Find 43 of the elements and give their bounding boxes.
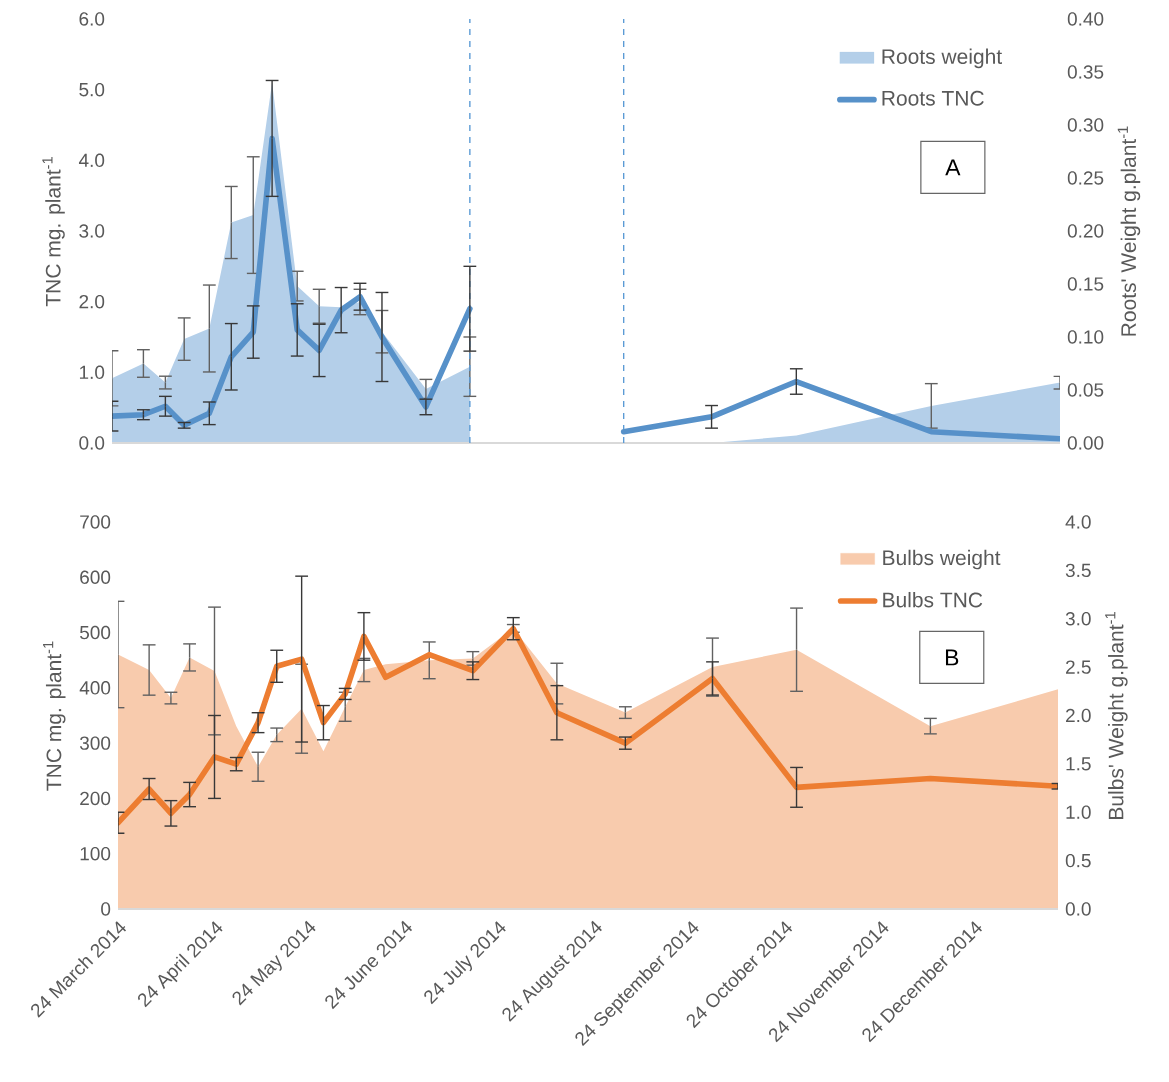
legend-label: Bulbs weight bbox=[883, 549, 1001, 570]
y-axis-title: TNC mg. plant$^{-1}$ bbox=[43, 641, 66, 791]
y-tick-label: 0.0 bbox=[79, 436, 105, 450]
y2-tick-label: 0.0 bbox=[1065, 902, 1091, 916]
y-tick-label: 1.0 bbox=[79, 365, 105, 380]
y-tick-label: 500 bbox=[79, 625, 111, 640]
legend-label: Roots weight bbox=[882, 48, 1002, 69]
y-tick-label: 5.0 bbox=[79, 82, 105, 97]
y2-tick-label: 3.5 bbox=[1065, 563, 1091, 578]
annotation: A bbox=[945, 159, 961, 176]
y2-tick-label: 1.5 bbox=[1066, 757, 1091, 771]
y-tick-label: 600 bbox=[80, 570, 111, 584]
y2-tick-label: 0.30 bbox=[1067, 118, 1104, 132]
y2-tick-label: 2.5 bbox=[1066, 660, 1091, 674]
y-tick-label: 4.0 bbox=[78, 153, 105, 168]
y-tick-label: 6.0 bbox=[79, 12, 105, 26]
y2-tick-label: 4.0 bbox=[1065, 515, 1091, 529]
y2-tick-label: 0.05 bbox=[1067, 383, 1104, 397]
y2-tick-label: 0.20 bbox=[1067, 224, 1104, 238]
y2-axis-title: Bulbs' Weight g.plant$^{-1}$ bbox=[1105, 612, 1128, 819]
y2-tick-label: 0.00 bbox=[1067, 436, 1104, 450]
y-tick-label: 3.0 bbox=[79, 224, 105, 238]
y2-tick-label: 2.0 bbox=[1066, 708, 1091, 723]
y2-tick-label: 0.40 bbox=[1067, 12, 1104, 26]
y-tick-label: 100 bbox=[80, 846, 111, 861]
y-tick-label: 400 bbox=[79, 681, 111, 695]
annotation: B bbox=[945, 649, 959, 666]
legend-label: Roots TNC bbox=[882, 90, 984, 106]
y2-tick-label: 0.5 bbox=[1065, 853, 1091, 868]
y-tick-label: 700 bbox=[80, 515, 111, 529]
legend-label: Bulbs TNC bbox=[883, 591, 983, 608]
y2-tick-label: 0.10 bbox=[1067, 330, 1104, 344]
y2-tick-label: 0.15 bbox=[1067, 277, 1104, 291]
y-tick-label: 2.0 bbox=[79, 294, 105, 309]
y-tick-label: 300 bbox=[79, 736, 111, 750]
y-tick-label: 200 bbox=[80, 791, 111, 806]
y2-tick-label: 0.35 bbox=[1067, 65, 1104, 79]
y2-tick-label: 3.0 bbox=[1065, 612, 1091, 626]
y-axis-title: TNC mg. plant$^{-1}$ bbox=[42, 157, 65, 307]
y2-axis-title: Roots' Weight g.plant$^{-1}$ bbox=[1117, 126, 1141, 336]
y2-tick-label: 0.25 bbox=[1067, 171, 1104, 185]
y2-tick-label: 1.0 bbox=[1066, 805, 1091, 819]
y-tick-label: 0 bbox=[101, 902, 111, 916]
